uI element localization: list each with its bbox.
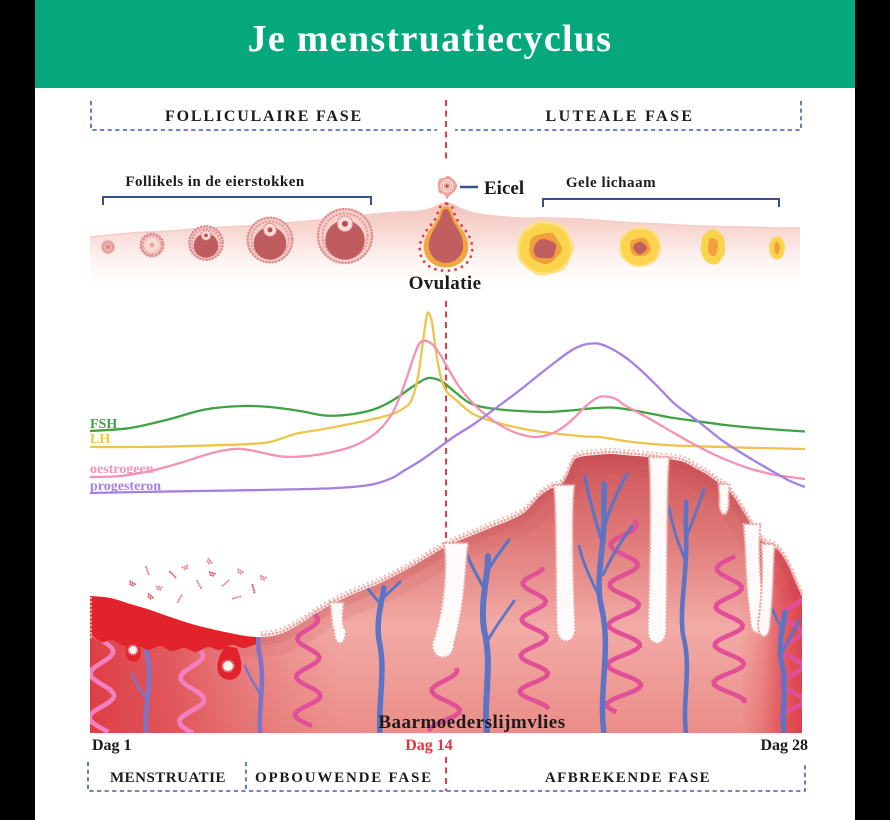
svg-text:LH: LH [90, 432, 110, 447]
svg-text:progesteron: progesteron [90, 479, 161, 494]
svg-text:Eicel: Eicel [484, 178, 524, 199]
svg-text:Follikels in de eierstokken: Follikels in de eierstokken [125, 174, 304, 190]
svg-text:AFBREKENDE FASE: AFBREKENDE FASE [545, 770, 711, 786]
svg-text:LUTEALE FASE: LUTEALE FASE [546, 108, 695, 125]
svg-text:MENSTRUATIE: MENSTRUATIE [110, 770, 226, 786]
svg-text:Je menstruatiecyclus: Je menstruatiecyclus [248, 18, 613, 60]
svg-text:OPBOUWENDE FASE: OPBOUWENDE FASE [255, 770, 433, 786]
svg-text:Dag 1: Dag 1 [92, 737, 132, 754]
svg-text:Dag 28: Dag 28 [760, 737, 808, 754]
svg-text:Baarmoederslijmvlies: Baarmoederslijmvlies [378, 712, 565, 733]
svg-text:Gele lichaam: Gele lichaam [566, 175, 656, 191]
svg-text:oestrogeen: oestrogeen [90, 462, 154, 477]
svg-text:Dag 14: Dag 14 [405, 737, 453, 754]
svg-text:FOLLICULAIRE FASE: FOLLICULAIRE FASE [165, 108, 363, 125]
svg-text:Ovulatie: Ovulatie [409, 273, 482, 294]
svg-text:FSH: FSH [90, 417, 117, 432]
